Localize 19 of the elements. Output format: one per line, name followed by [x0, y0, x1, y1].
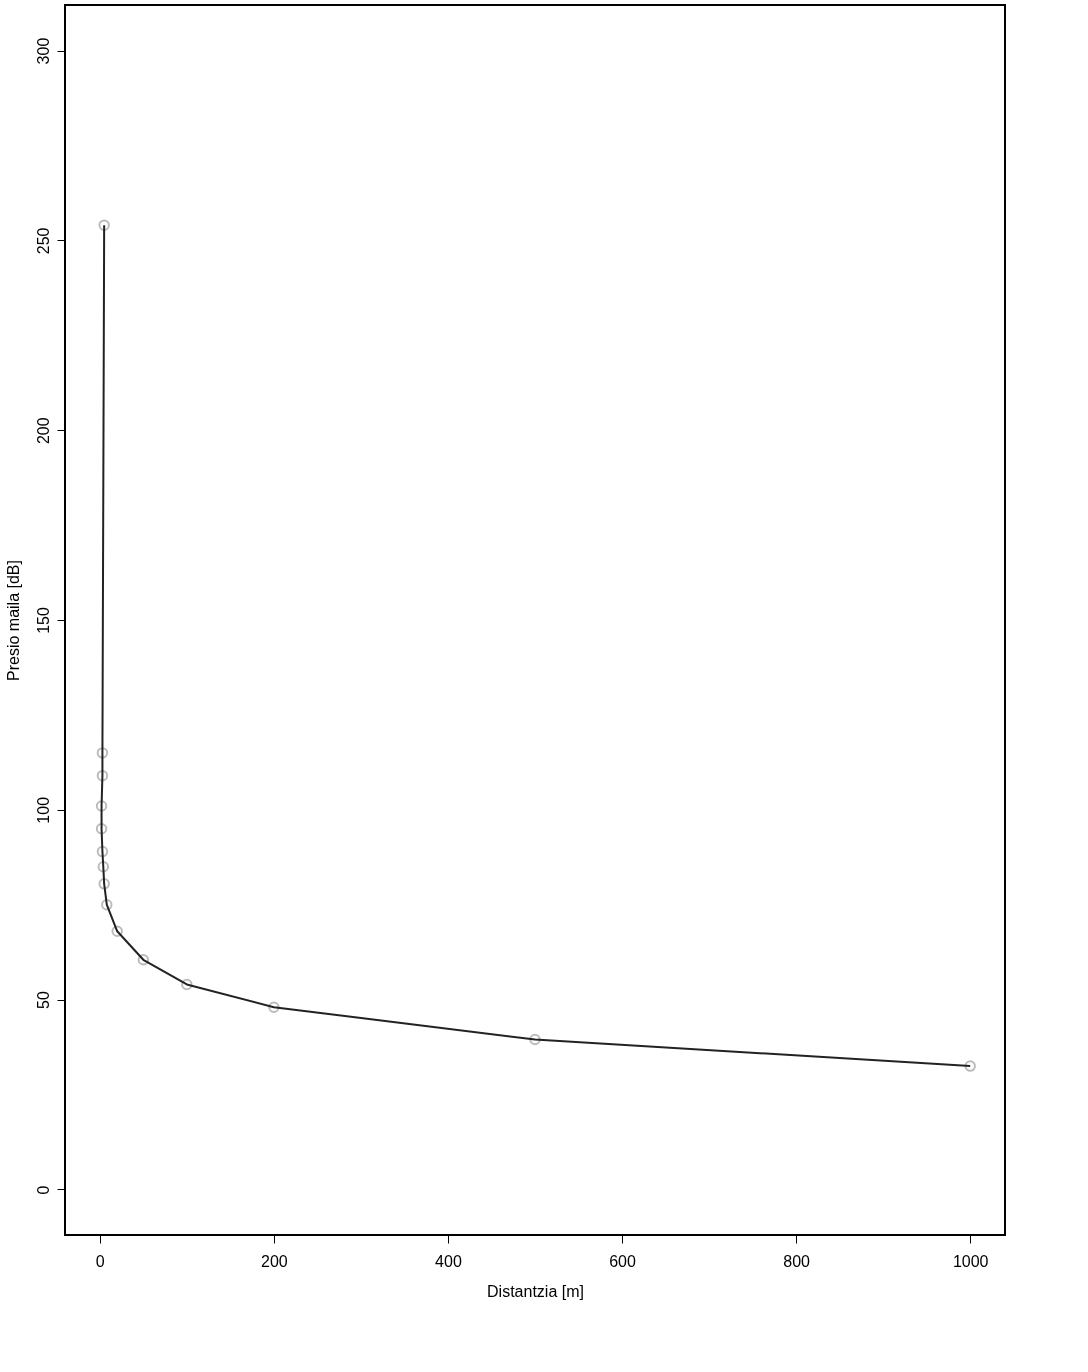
y-tick-label: 0 — [34, 1185, 52, 1195]
y-tick-label: 300 — [34, 37, 52, 65]
x-tick-label: 200 — [261, 1252, 288, 1270]
x-axis-title: Distantzia [m] — [487, 1282, 584, 1300]
y-tick-label: 50 — [34, 991, 52, 1010]
point — [101, 898, 113, 911]
x-tick-label: 600 — [609, 1252, 636, 1270]
x-tick-label: 800 — [783, 1252, 811, 1270]
x-tick-label: 0 — [95, 1252, 105, 1270]
point — [137, 954, 150, 966]
y-tick-label: 150 — [34, 607, 52, 634]
y-tick-label: 250 — [34, 227, 52, 255]
y-tick-label: 100 — [34, 796, 52, 824]
y-axis-title: Presio maila [dB] — [4, 560, 22, 681]
x-tick-label: 1000 — [952, 1252, 989, 1270]
point — [181, 978, 193, 991]
x-tick-label: 400 — [435, 1252, 462, 1270]
point — [111, 925, 123, 938]
y-tick-label: 200 — [34, 417, 52, 445]
